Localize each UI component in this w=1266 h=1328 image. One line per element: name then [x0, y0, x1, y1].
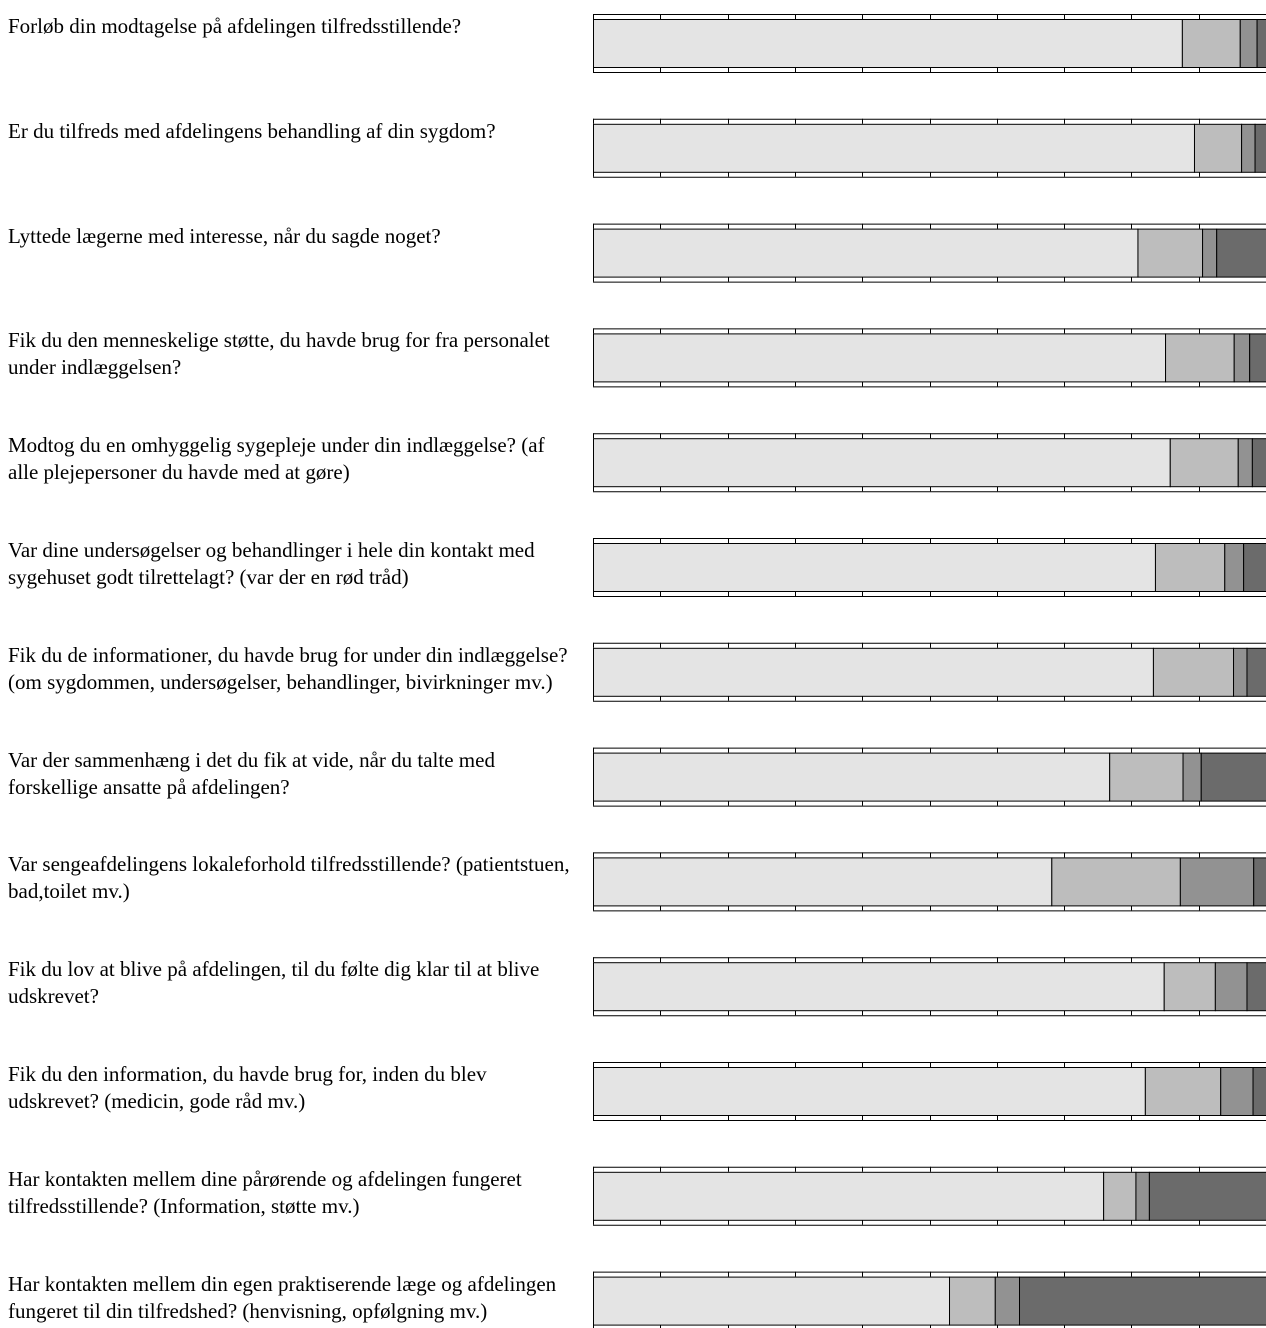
question-label: Var dine undersøgelser og behandlinger i… [8, 538, 535, 589]
bar-segment-4 [1253, 857, 1266, 907]
bar-segment-4 [1243, 543, 1266, 592]
bar-row [593, 223, 1266, 283]
question-label: Fik du den information, du havde brug fo… [8, 1062, 487, 1113]
bar-row [593, 957, 1266, 1017]
bar-segment-3 [994, 1276, 1021, 1326]
bar-segment-1 [593, 228, 1139, 278]
bar-segment-4 [1148, 1171, 1266, 1221]
bar-segment-4 [1246, 962, 1266, 1012]
bar-segment-1 [593, 962, 1165, 1012]
bar-segment-1 [593, 1171, 1105, 1221]
question-label: Fik du den menneskelige støtte, du havde… [8, 328, 550, 380]
bar-segment-4 [1216, 228, 1266, 278]
bar-segment-1 [593, 438, 1171, 488]
bar-segment-4 [1200, 752, 1266, 802]
bar-segment-2 [949, 1276, 996, 1326]
bar-segment-1 [593, 1276, 951, 1326]
bar-segment-4 [1256, 19, 1266, 68]
bar-segment-1 [593, 333, 1167, 383]
question-label: Var der sammenhæng i det du fik at vide,… [8, 747, 495, 799]
bar-segment-2 [1154, 543, 1226, 592]
bar-segment-3 [1202, 228, 1218, 278]
bar-segment-1 [593, 543, 1156, 592]
question-label: Lyttede lægerne med interesse, når du sa… [8, 223, 441, 248]
bar-segment-3 [1220, 1067, 1254, 1116]
bar-segment-3 [1239, 19, 1258, 68]
bar-segment-3 [1179, 857, 1255, 907]
bar-segment-1 [593, 857, 1053, 907]
bar-segment-4 [1249, 333, 1266, 383]
bar-segment-2 [1051, 857, 1181, 907]
question-label: Er du tilfreds med afdelingens behandlin… [8, 118, 496, 143]
bar-row [593, 433, 1266, 493]
bar-row [593, 538, 1266, 597]
bar-segment-1 [593, 19, 1183, 68]
question-label: Har kontakten mellem din egen praktisere… [8, 1271, 557, 1323]
bar-segment-1 [593, 1067, 1146, 1116]
question-label: Har kontakten mellem dine pårørende og a… [8, 1166, 522, 1218]
bar-row [593, 642, 1266, 702]
bar-segment-3 [1224, 543, 1245, 592]
bar-segment-1 [593, 123, 1195, 173]
bar-segment-4 [1246, 647, 1266, 697]
bar-segment-2 [1169, 438, 1239, 488]
bar-row [593, 1271, 1266, 1328]
question-label: Fik du de informationer, du havde brug f… [8, 642, 568, 694]
bar-row [593, 1166, 1266, 1226]
bar-segment-3 [1241, 123, 1256, 173]
bar-row [593, 14, 1266, 73]
bar-segment-2 [1163, 962, 1216, 1012]
bar-segment-2 [1181, 19, 1241, 68]
bar-segment-2 [1109, 752, 1184, 802]
bar-segment-3 [1233, 647, 1248, 697]
bar-segment-1 [593, 647, 1154, 697]
bar-segment-4 [1254, 123, 1266, 173]
bar-segment-3 [1135, 1171, 1150, 1221]
bar-row [593, 1062, 1266, 1121]
bar-segment-3 [1182, 752, 1202, 802]
bar-row [593, 852, 1266, 912]
bar-segment-3 [1233, 333, 1251, 383]
bar-row [593, 747, 1266, 807]
bar-row [593, 328, 1266, 388]
bar-segment-4 [1019, 1276, 1266, 1326]
question-label: Fik du lov at blive på afdelingen, til d… [8, 957, 540, 1009]
bar-segment-2 [1193, 123, 1243, 173]
question-label: Var sengeafdelingens lokaleforhold tilfr… [8, 852, 570, 904]
bar-segment-2 [1137, 228, 1204, 278]
question-label: Modtog du en omhyggelig sygepleje under … [8, 433, 545, 485]
bar-segment-4 [1252, 1067, 1266, 1116]
bar-segment-2 [1165, 333, 1235, 383]
bar-segment-4 [1251, 438, 1266, 488]
question-label: Forløb din modtagelse på afdelingen tilf… [8, 14, 462, 38]
bar-segment-2 [1144, 1067, 1222, 1116]
bar-row [593, 118, 1266, 178]
bar-segment-2 [1152, 647, 1235, 697]
bar-segment-3 [1214, 962, 1248, 1012]
bar-segment-3 [1237, 438, 1253, 488]
bar-segment-1 [593, 752, 1111, 802]
bar-segment-2 [1103, 1171, 1137, 1221]
